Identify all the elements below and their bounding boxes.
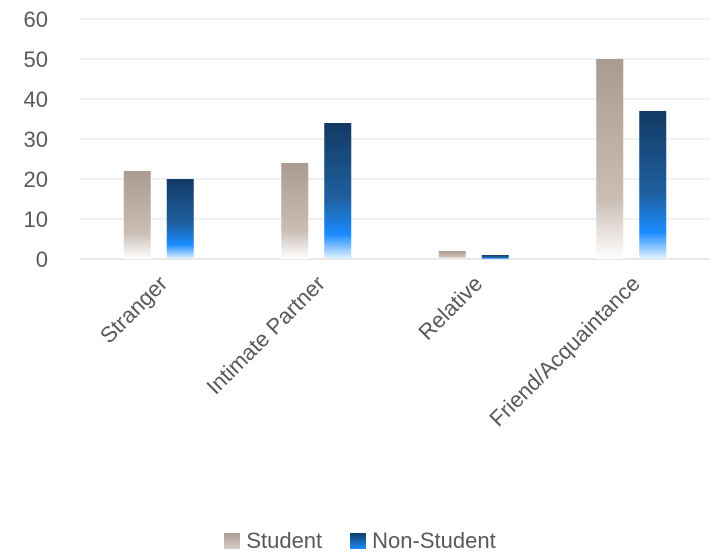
bar-student-0 <box>123 171 151 259</box>
legend-item-non-student: Non-Student <box>350 528 496 554</box>
category-labels: Stranger Intimate Partner RelativeFriend/A… <box>95 271 645 431</box>
y-tick-label: 10 <box>24 207 48 232</box>
bar-non-student-2 <box>481 255 509 259</box>
bar-non-student-0 <box>166 179 194 259</box>
legend: Student Non-Student <box>0 526 720 556</box>
legend-swatch-student <box>224 533 241 549</box>
category-label: Stranger <box>95 271 172 348</box>
legend-swatch-non-student <box>350 533 367 549</box>
bars <box>123 59 667 259</box>
bar-non-student-1 <box>324 123 352 259</box>
category-label: Intimate Partner <box>201 271 329 399</box>
y-tick-label: 50 <box>24 47 48 72</box>
bar-student-1 <box>281 163 309 259</box>
bar-student-3 <box>596 59 624 259</box>
y-tick-label: 30 <box>24 127 48 152</box>
y-tick-label: 40 <box>24 87 48 112</box>
legend-label-student: Student <box>246 528 323 553</box>
y-tick-label: 0 <box>36 247 48 272</box>
legend-item-student: Student <box>224 528 322 554</box>
y-tick-label: 20 <box>24 167 48 192</box>
bar-student-2 <box>438 251 466 259</box>
y-axis-ticks: 0 10 20 30 40 50 60 <box>24 7 48 272</box>
legend-label-non-student: Non-Student <box>372 528 496 553</box>
category-label: Friend/Acquaintance <box>484 271 644 431</box>
bar-non-student-3 <box>639 111 667 259</box>
y-tick-label: 60 <box>24 7 48 32</box>
category-label: Relative <box>413 271 487 345</box>
